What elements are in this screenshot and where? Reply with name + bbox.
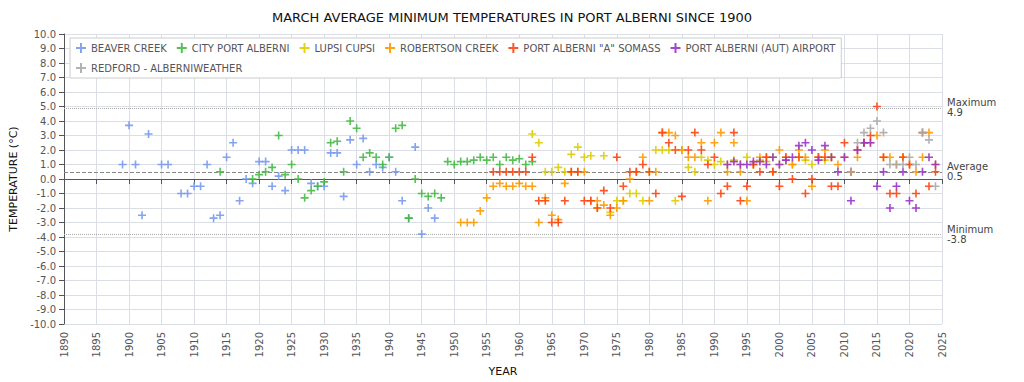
svg-text:7.0: 7.0 [40, 72, 56, 83]
svg-text:Minimum: Minimum [947, 223, 994, 235]
svg-text:5.0: 5.0 [40, 101, 56, 112]
svg-text:PORT ALBERNI "A" SOMASS: PORT ALBERNI "A" SOMASS [523, 43, 660, 54]
svg-text:1970: 1970 [579, 332, 590, 357]
svg-text:-7.0: -7.0 [36, 275, 56, 286]
svg-text:1975: 1975 [611, 332, 622, 357]
svg-text:-10.0: -10.0 [30, 319, 56, 330]
svg-text:4.0: 4.0 [40, 116, 56, 127]
svg-text:LUPSI CUPSI: LUPSI CUPSI [314, 43, 375, 54]
svg-text:BEAVER CREEK: BEAVER CREEK [91, 43, 167, 54]
svg-text:1955: 1955 [481, 332, 492, 357]
svg-text:CITY PORT ALBERNI: CITY PORT ALBERNI [192, 43, 290, 54]
svg-text:1945: 1945 [416, 332, 427, 357]
svg-text:1985: 1985 [676, 332, 687, 357]
svg-text:0.0: 0.0 [40, 174, 56, 185]
svg-text:1925: 1925 [286, 332, 297, 357]
svg-text:-2.0: -2.0 [36, 203, 56, 214]
svg-text:PORT ALBERNI (AUT) AIRPORT: PORT ALBERNI (AUT) AIRPORT [686, 43, 837, 54]
svg-text:9.0: 9.0 [40, 43, 56, 54]
svg-text:1940: 1940 [384, 332, 395, 357]
svg-text:2020: 2020 [904, 332, 915, 357]
svg-text:-1.0: -1.0 [36, 188, 56, 199]
svg-text:MARCH AVERAGE MINIMUM TEMPERAT: MARCH AVERAGE MINIMUM TEMPERATURES IN PO… [272, 10, 752, 25]
svg-text:1935: 1935 [351, 332, 362, 357]
svg-text:2010: 2010 [839, 332, 850, 357]
svg-text:1890: 1890 [59, 332, 70, 357]
svg-text:-4.0: -4.0 [36, 232, 56, 243]
svg-text:2025: 2025 [937, 332, 948, 357]
svg-text:1950: 1950 [449, 332, 460, 357]
svg-text:1990: 1990 [709, 332, 720, 357]
svg-text:1930: 1930 [319, 332, 330, 357]
svg-text:1910: 1910 [189, 332, 200, 357]
svg-text:1900: 1900 [124, 332, 135, 357]
svg-text:2000: 2000 [774, 332, 785, 357]
svg-text:1980: 1980 [644, 332, 655, 357]
svg-text:2005: 2005 [806, 332, 817, 357]
svg-text:2.0: 2.0 [40, 145, 56, 156]
svg-text:1895: 1895 [91, 332, 102, 357]
svg-text:1920: 1920 [254, 332, 265, 357]
svg-text:3.0: 3.0 [40, 130, 56, 141]
svg-text:2015: 2015 [871, 332, 882, 357]
svg-text:1915: 1915 [221, 332, 232, 357]
svg-text:REDFORD - ALBERNIWEATHER: REDFORD - ALBERNIWEATHER [91, 63, 242, 74]
svg-text:Average: Average [947, 161, 989, 173]
svg-text:1995: 1995 [741, 332, 752, 357]
svg-text:YEAR: YEAR [488, 365, 518, 378]
svg-text:10.0: 10.0 [34, 29, 56, 40]
svg-text:-5.0: -5.0 [36, 246, 56, 257]
svg-text:Maximum: Maximum [947, 97, 997, 109]
svg-text:-8.0: -8.0 [36, 290, 56, 301]
svg-text:1965: 1965 [546, 332, 557, 357]
svg-text:6.0: 6.0 [40, 87, 56, 98]
svg-text:ROBERTSON CREEK: ROBERTSON CREEK [400, 43, 499, 54]
svg-text:1960: 1960 [514, 332, 525, 357]
svg-text:-9.0: -9.0 [36, 304, 56, 315]
svg-text:0.5: 0.5 [947, 171, 963, 182]
svg-text:8.0: 8.0 [40, 58, 56, 69]
svg-text:1905: 1905 [156, 332, 167, 357]
svg-text:-3.0: -3.0 [36, 217, 56, 228]
svg-text:1.0: 1.0 [40, 159, 56, 170]
svg-text:-6.0: -6.0 [36, 261, 56, 272]
svg-text:-3.8: -3.8 [947, 234, 967, 245]
svg-text:4.9: 4.9 [947, 107, 963, 118]
svg-text:TEMPERATURE (°C): TEMPERATURE (°C) [7, 126, 20, 232]
